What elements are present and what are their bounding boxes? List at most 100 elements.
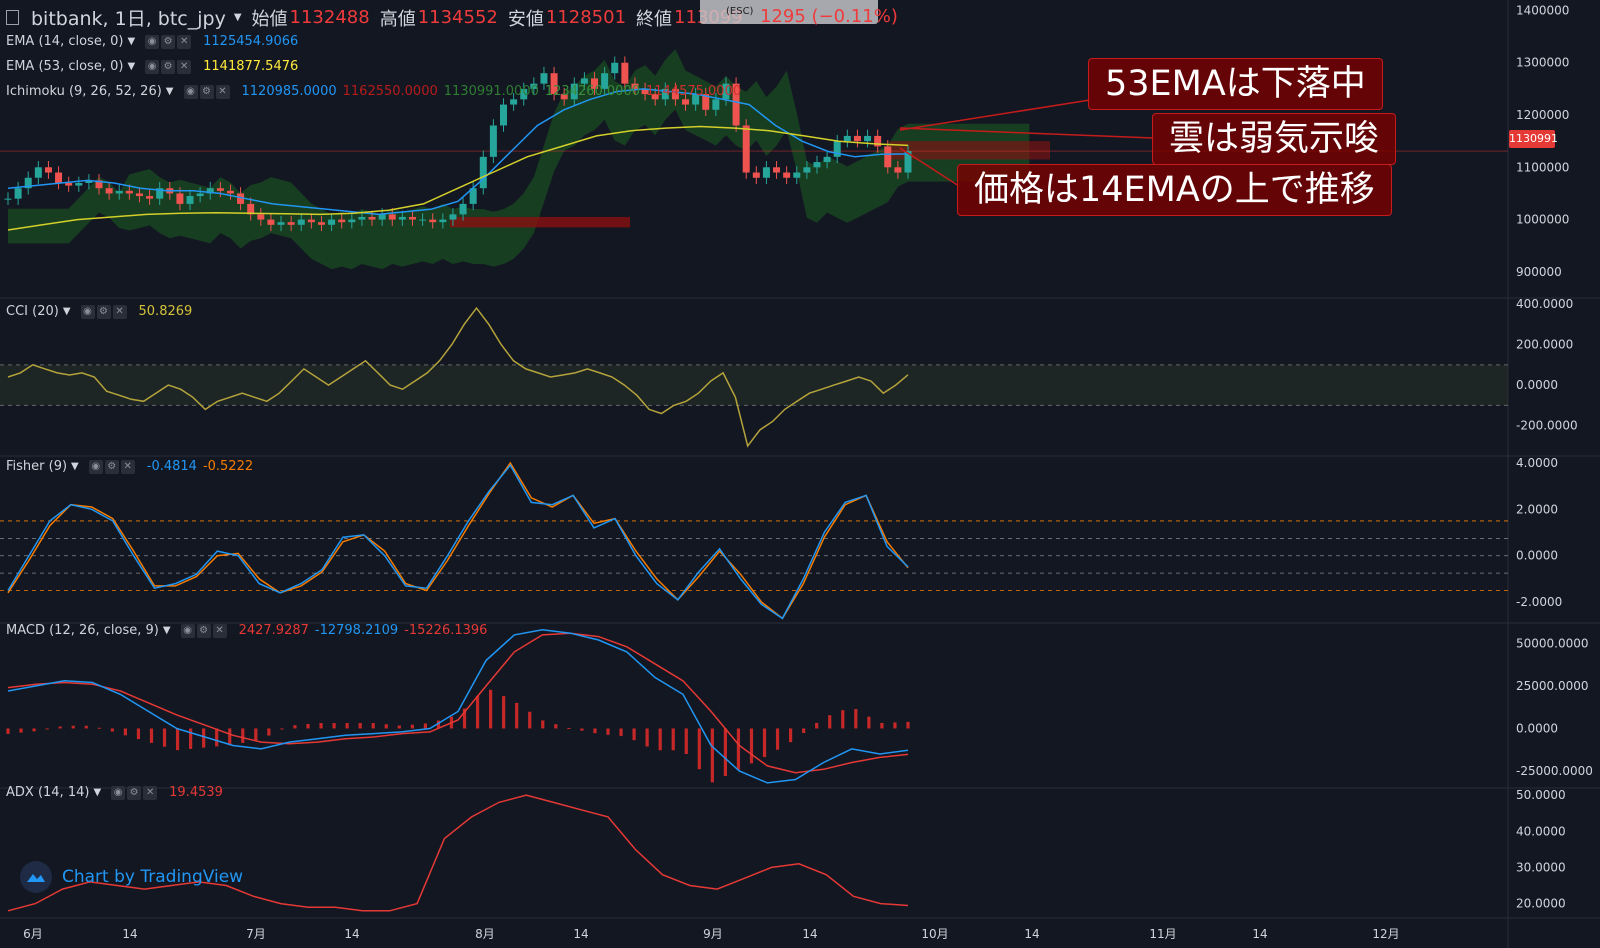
candle	[853, 135, 861, 142]
close-icon[interactable]: ✕	[177, 34, 192, 49]
low-value: 1128501	[545, 7, 627, 28]
eye-icon[interactable]: ◉	[145, 34, 160, 49]
candle	[348, 219, 356, 223]
legend-fisher-name[interactable]: Fisher (9)	[6, 459, 68, 474]
close-icon[interactable]: ✕	[212, 623, 227, 638]
price-tick-label: 1100000	[1516, 160, 1569, 174]
eye-icon[interactable]: ◉	[145, 59, 160, 74]
candle	[24, 177, 32, 189]
macd-histogram-bar	[893, 722, 897, 729]
macd-histogram-bar	[854, 709, 858, 729]
gear-icon[interactable]: ⚙	[104, 459, 119, 474]
macd-histogram-bar	[828, 715, 832, 729]
symbol-title[interactable]: bitbank, 1日, btc_jpy	[31, 8, 226, 30]
candle	[864, 135, 872, 142]
macd-histogram-bar	[697, 728, 701, 770]
chevron-down-icon[interactable]: ▼	[165, 86, 174, 97]
candle	[95, 180, 103, 189]
time-tick-label: 12月	[1372, 927, 1399, 941]
macd-histogram-bar	[215, 728, 219, 747]
legend-ema53-value: 1141877.5476	[203, 59, 299, 74]
window-icon[interactable]	[6, 10, 19, 25]
tradingview-branding[interactable]: Chart by TradingView	[20, 861, 243, 893]
macd-histogram-bar	[293, 725, 297, 729]
chevron-down-icon[interactable]: ▼	[127, 61, 136, 72]
eye-icon[interactable]: ◉	[111, 785, 126, 800]
chevron-down-icon[interactable]: ▼	[233, 12, 242, 23]
price-tick-label: 1200000	[1516, 108, 1569, 122]
macd-histogram-bar	[436, 720, 441, 729]
legend-cci-name[interactable]: CCI (20)	[6, 304, 59, 319]
close-icon[interactable]: ✕	[143, 785, 158, 800]
time-tick-label: 11月	[1149, 927, 1176, 941]
fisher-tick-label: -2.0000	[1516, 595, 1562, 609]
legend-ichimoku-name[interactable]: Ichimoku (9, 26, 52, 26)	[6, 84, 162, 99]
candle	[206, 188, 214, 194]
legend-fisher[interactable]: Fisher (9) ▼ ◉ ⚙ ✕ -0.4814 -0.5222	[6, 459, 253, 474]
legend-macd-name[interactable]: MACD (12, 26, close, 9)	[6, 623, 159, 638]
tradingview-text[interactable]: Chart by TradingView	[62, 867, 244, 887]
close-icon[interactable]: ✕	[120, 459, 135, 474]
annotation-ema53-falling[interactable]: 53EMAは下落中	[1088, 58, 1383, 110]
candle	[479, 156, 487, 189]
time-tick-label: 7月	[246, 927, 266, 941]
gear-icon[interactable]: ⚙	[96, 304, 111, 319]
legend-ichimoku[interactable]: Ichimoku (9, 26, 52, 26) ▼ ◉ ⚙ ✕ 1120985.00…	[6, 84, 741, 99]
ema14-line	[7, 88, 909, 216]
macd-histogram-bar	[332, 723, 336, 729]
candle	[226, 190, 234, 194]
eye-icon[interactable]: ◉	[88, 459, 103, 474]
open-label: 始値	[251, 8, 288, 30]
macd-histogram-bar	[162, 728, 167, 747]
macd-histogram-bar	[645, 728, 649, 747]
candle	[732, 83, 740, 126]
candle	[692, 94, 700, 105]
annotation-cloud-bearish[interactable]: 雲は弱気示唆	[1152, 113, 1397, 165]
candle	[489, 125, 497, 157]
candle	[722, 83, 730, 100]
candle	[540, 73, 548, 84]
chevron-down-icon[interactable]: ▼	[162, 625, 171, 636]
legend-ema53-name[interactable]: EMA (53, close, 0)	[6, 59, 124, 74]
macd-histogram-bar	[489, 689, 493, 729]
gear-icon[interactable]: ⚙	[161, 34, 176, 49]
legend-adx[interactable]: ADX (14, 14) ▼ ◉ ⚙ ✕ 19.4539	[6, 785, 223, 800]
legend-cci[interactable]: CCI (20) ▼ ◉ ⚙ ✕ 50.8269	[6, 304, 192, 319]
legend-macd[interactable]: MACD (12, 26, close, 9) ▼ ◉ ⚙ ✕ 2427.9287 -…	[6, 623, 487, 638]
macd-histogram-bar	[58, 726, 62, 729]
time-tick-label: 6月	[23, 927, 43, 941]
close-icon[interactable]: ✕	[215, 84, 230, 99]
legend-macd-v2: -12798.2109	[314, 623, 399, 638]
macd-histogram-bar	[136, 728, 141, 740]
legend-adx-name[interactable]: ADX (14, 14)	[6, 785, 90, 800]
gear-icon[interactable]: ⚙	[196, 623, 211, 638]
chevron-down-icon[interactable]: ▼	[93, 787, 102, 798]
chevron-down-icon[interactable]: ▼	[62, 306, 71, 317]
time-tick-label: 14	[1252, 927, 1267, 941]
gear-icon[interactable]: ⚙	[127, 785, 142, 800]
close-icon[interactable]: ✕	[177, 59, 192, 74]
candle	[843, 135, 851, 142]
eye-icon[interactable]: ◉	[180, 623, 195, 638]
adx-tick-label: 40.0000	[1516, 824, 1566, 838]
candle	[439, 219, 447, 223]
gear-icon[interactable]: ⚙	[161, 59, 176, 74]
gear-icon[interactable]: ⚙	[199, 84, 214, 99]
low-label: 安値	[507, 8, 544, 30]
legend-fisher-v1: -0.4814	[146, 459, 197, 474]
fisher-trigger-line	[7, 461, 909, 620]
cci-band	[0, 364, 1508, 406]
eye-icon[interactable]: ◉	[80, 304, 95, 319]
legend-ema53[interactable]: EMA (53, close, 0) ▼ ◉ ⚙ ✕ 1141877.5476	[6, 59, 298, 74]
eye-icon[interactable]: ◉	[183, 84, 198, 99]
annotation-price-above-ema14[interactable]: 価格は14EMAの上で推移	[957, 164, 1392, 216]
chevron-down-icon[interactable]: ▼	[127, 36, 136, 47]
close-icon[interactable]: ✕	[112, 304, 127, 319]
legend-cci-value: 50.8269	[138, 304, 193, 319]
esc-overlay[interactable]: (ESC)	[700, 0, 878, 24]
chevron-down-icon[interactable]: ▼	[71, 461, 79, 472]
legend-ema14[interactable]: EMA (14, close, 0) ▼ ◉ ⚙ ✕ 1125454.9066	[6, 34, 298, 49]
legend-ema14-name[interactable]: EMA (14, close, 0)	[6, 34, 124, 49]
candle	[307, 219, 315, 223]
